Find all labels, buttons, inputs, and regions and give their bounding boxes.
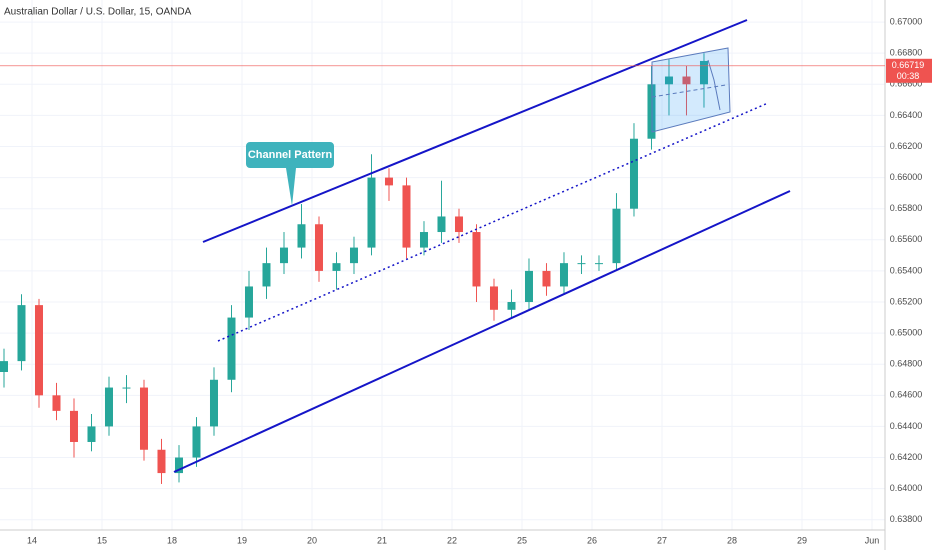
x-tick-label: 14 bbox=[27, 535, 37, 545]
candle-body bbox=[122, 387, 131, 389]
flag-midline bbox=[651, 84, 727, 98]
candle-body bbox=[52, 395, 61, 411]
y-tick-label: 0.65400 bbox=[890, 265, 923, 275]
y-tick-label: 0.64800 bbox=[890, 359, 923, 369]
candle-body bbox=[472, 232, 481, 287]
countdown-label: 00:38 bbox=[897, 71, 920, 81]
candle-body bbox=[542, 270, 551, 287]
candle-body bbox=[349, 247, 358, 264]
candle-body bbox=[664, 76, 673, 85]
x-tick-label: 15 bbox=[97, 535, 107, 545]
y-tick-label: 0.66400 bbox=[890, 110, 923, 120]
y-tick-label: 0.64000 bbox=[890, 483, 923, 493]
candle-body bbox=[647, 84, 656, 139]
y-tick-label: 0.65800 bbox=[890, 203, 923, 213]
candle-body bbox=[367, 177, 376, 248]
candle-body bbox=[559, 263, 568, 287]
candle-body bbox=[17, 305, 26, 362]
y-tick-label: 0.65200 bbox=[890, 296, 923, 306]
candle-body bbox=[69, 410, 78, 442]
y-tick-label: 0.65000 bbox=[890, 327, 923, 337]
candle-body bbox=[87, 426, 96, 442]
x-tick-label: 22 bbox=[447, 535, 457, 545]
x-tick-label: Jun bbox=[865, 535, 880, 545]
candle-body bbox=[629, 138, 638, 209]
candle-body bbox=[157, 449, 166, 474]
candle-body bbox=[192, 426, 201, 458]
candle-body bbox=[244, 286, 253, 318]
candle-body bbox=[524, 270, 533, 303]
candle-body bbox=[227, 317, 236, 380]
candle-body bbox=[104, 387, 113, 427]
candle-body bbox=[489, 286, 498, 310]
callout bbox=[246, 142, 334, 206]
candle-body bbox=[174, 457, 183, 474]
x-tick-label: 19 bbox=[237, 535, 247, 545]
candle-body bbox=[402, 185, 411, 248]
flag-arrow bbox=[707, 59, 721, 111]
y-tick-label: 0.67000 bbox=[890, 16, 923, 26]
x-tick-label: 28 bbox=[727, 535, 737, 545]
y-tick-label: 0.64200 bbox=[890, 452, 923, 462]
x-tick-label: 26 bbox=[587, 535, 597, 545]
callout-text: Channel Pattern bbox=[248, 149, 333, 161]
candles bbox=[0, 53, 708, 484]
y-tick-label: 0.66200 bbox=[890, 141, 923, 151]
candle-body bbox=[699, 60, 708, 85]
candle-body bbox=[612, 208, 621, 264]
axes: 0.63800 0.64000 0.64200 0.64400 0.64600 0.648… bbox=[27, 16, 922, 545]
x-tick-label: 27 bbox=[657, 535, 667, 545]
candle-body bbox=[139, 387, 148, 450]
candle-body bbox=[454, 216, 463, 233]
candle-body bbox=[682, 76, 691, 85]
candle-body bbox=[594, 263, 603, 265]
candle-body bbox=[419, 232, 428, 248]
candle-body bbox=[332, 263, 341, 271]
candle-body bbox=[279, 247, 288, 264]
last-price-tag bbox=[886, 58, 932, 83]
y-tick-label: 0.66800 bbox=[890, 48, 923, 58]
x-tick-label: 21 bbox=[377, 535, 387, 545]
x-tick-label: 20 bbox=[307, 535, 317, 545]
last-price-label: 0.66719 bbox=[892, 60, 925, 70]
candle-body bbox=[0, 361, 8, 372]
y-tick-label: 0.66000 bbox=[890, 172, 923, 182]
lower-channel-line bbox=[173, 190, 791, 473]
candle-body bbox=[437, 216, 446, 233]
x-tick-label: 29 bbox=[797, 535, 807, 545]
candle-body bbox=[314, 224, 323, 271]
chart-title: Australian Dollar / U.S. Dollar, 15, OAN… bbox=[4, 7, 192, 18]
y-tick-label: 0.63800 bbox=[890, 514, 923, 524]
candle-body bbox=[507, 302, 516, 310]
y-tick-label: 0.64600 bbox=[890, 390, 923, 400]
candle-body bbox=[34, 305, 43, 396]
x-tick-label: 25 bbox=[517, 535, 527, 545]
x-tick-label: 18 bbox=[167, 535, 177, 545]
y-tick-label: 0.66600 bbox=[890, 79, 923, 89]
y-tick-label: 0.65600 bbox=[890, 234, 923, 244]
candle-body bbox=[262, 263, 271, 287]
candle-body bbox=[297, 224, 306, 248]
upper-channel-line bbox=[202, 19, 748, 243]
candle-body bbox=[577, 263, 586, 265]
y-tick-label: 0.64400 bbox=[890, 421, 923, 431]
candle-body bbox=[384, 177, 393, 186]
candle-body bbox=[209, 379, 218, 427]
